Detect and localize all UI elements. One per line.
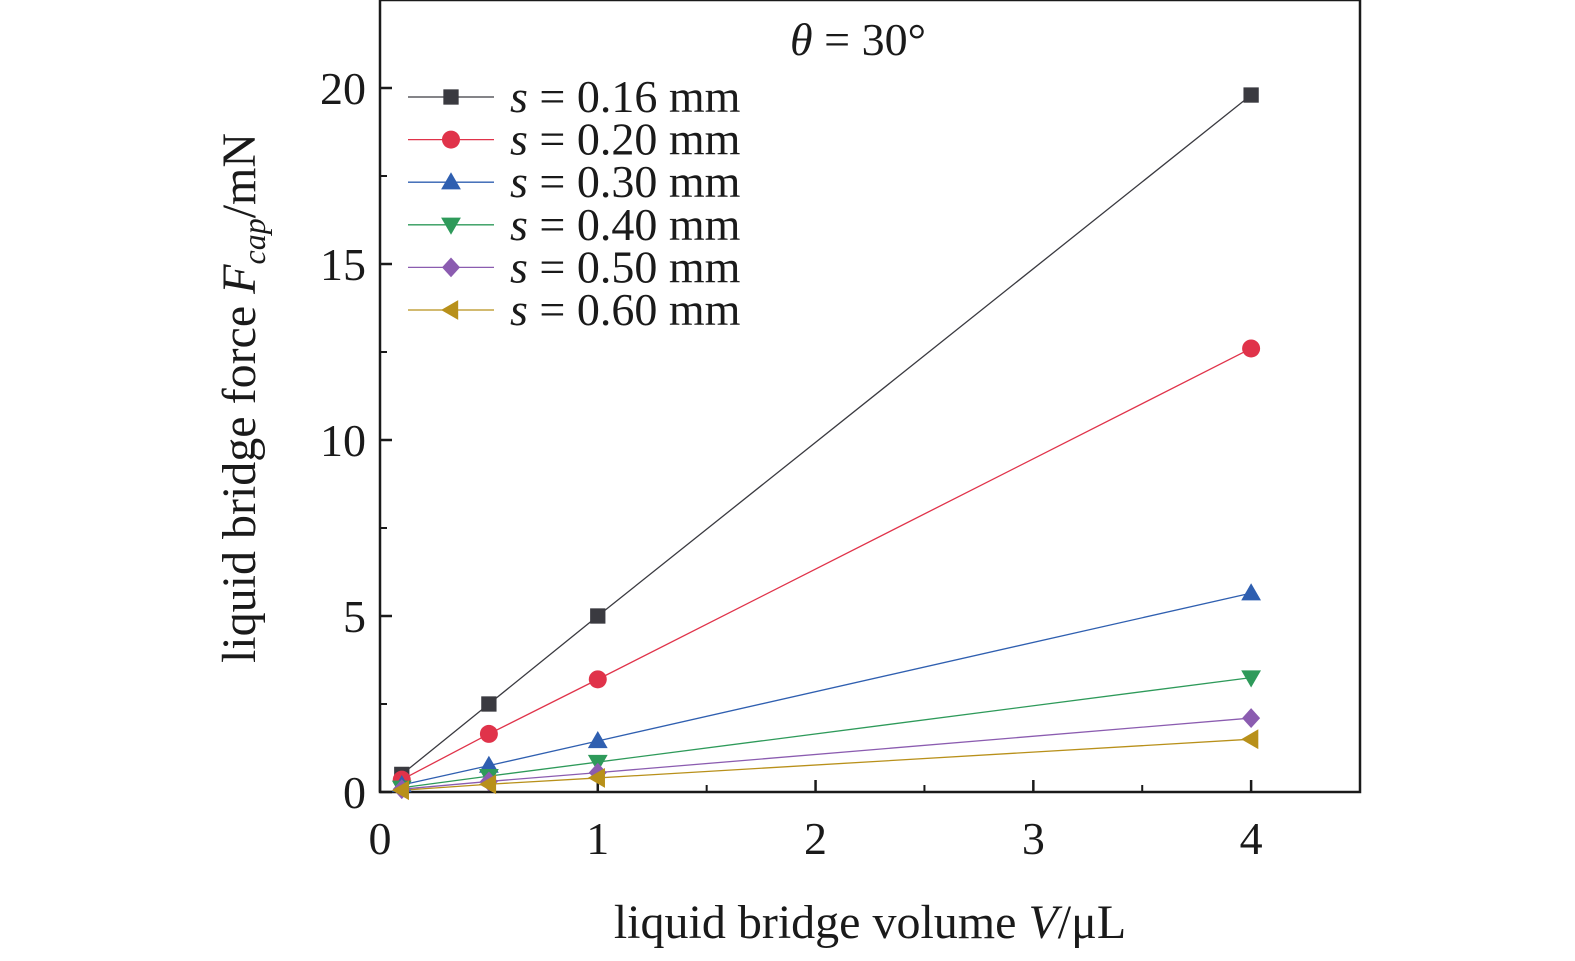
- axis-ticks: [378, 86, 1253, 794]
- legend-label-2: s = 0.30 mm: [510, 156, 741, 207]
- data-point-s1-2: [588, 670, 607, 689]
- x-axis-title-text: liquid bridge volume: [614, 896, 1029, 949]
- series-line-2: [401, 592, 1252, 786]
- legend-marker-3: [441, 217, 461, 235]
- series-markers: [391, 87, 1262, 801]
- legend-label-1: s = 0.20 mm: [510, 114, 741, 165]
- data-point-s2-2: [587, 731, 608, 749]
- x-tick-label-2: 2: [804, 813, 827, 864]
- data-point-s2-3: [1241, 583, 1262, 601]
- data-point-s0-3: [1243, 87, 1259, 103]
- data-point-s3-3: [1241, 670, 1262, 688]
- legend-marker-5: [441, 300, 459, 320]
- data-point-s5-3: [1241, 729, 1259, 750]
- y-tick-label-15: 15: [320, 239, 366, 290]
- y-axis-title-symbol: F: [213, 264, 266, 295]
- legend-label-0: s = 0.16 mm: [510, 71, 741, 122]
- y-axis-title: liquid bridge force Fcap/mN: [213, 133, 272, 663]
- series-line-0: [401, 94, 1252, 775]
- x-axis-title-symbol: V: [1028, 896, 1062, 949]
- plot-title: θ = 30°: [790, 14, 926, 65]
- legend-marker-0: [443, 89, 459, 105]
- series-line-3: [401, 676, 1252, 789]
- data-point-s0-1: [481, 696, 497, 712]
- data-point-s2-1: [478, 755, 499, 773]
- y-tick-label-0: 0: [343, 767, 366, 818]
- legend-marker-2: [441, 172, 461, 190]
- y-axis-title-text: liquid bridge force: [213, 294, 266, 663]
- legend-label-4: s = 0.50 mm: [510, 241, 741, 292]
- series-line-1: [401, 347, 1252, 781]
- data-point-s5-2: [587, 768, 605, 788]
- series-line-4: [401, 717, 1252, 790]
- tick-labels: 0 1 2 3 4 0 5 10 15 20: [320, 63, 1263, 864]
- legend-marker-1: [442, 130, 460, 149]
- data-point-s0-2: [590, 608, 606, 624]
- data-point-s4-3: [1242, 708, 1261, 728]
- legend-label-5: s = 0.60 mm: [510, 284, 741, 335]
- legend-label-3: s = 0.40 mm: [510, 199, 741, 250]
- x-axis-title: liquid bridge volume V/μL: [614, 896, 1126, 949]
- x-tick-label-4: 4: [1240, 813, 1263, 864]
- data-point-s1-1: [479, 724, 498, 743]
- y-tick-label-20: 20: [320, 63, 366, 114]
- y-axis-title-subscript: cap: [236, 218, 272, 264]
- y-axis-title-unit: /mN: [213, 133, 266, 218]
- x-tick-label-1: 1: [586, 813, 609, 864]
- legend-marker-4: [442, 257, 460, 278]
- data-point-s5-0: [391, 780, 409, 801]
- data-point-s1-3: [1242, 339, 1261, 358]
- plot-title-symbol: θ: [790, 14, 813, 65]
- x-tick-label-0: 0: [369, 813, 392, 864]
- legend: s = 0.16 mms = 0.20 mms = 0.30 mms = 0.4…: [408, 71, 741, 335]
- plot-frame: [378, 0, 1362, 794]
- x-axis-title-unit: /μL: [1058, 896, 1126, 949]
- series-line-5: [401, 738, 1252, 791]
- plot-title-text: = 30°: [813, 14, 926, 65]
- y-tick-label-10: 10: [320, 415, 366, 466]
- x-tick-label-3: 3: [1022, 813, 1045, 864]
- series-lines: [401, 94, 1252, 791]
- y-tick-label-5: 5: [343, 591, 366, 642]
- data-point-s5-1: [478, 774, 497, 795]
